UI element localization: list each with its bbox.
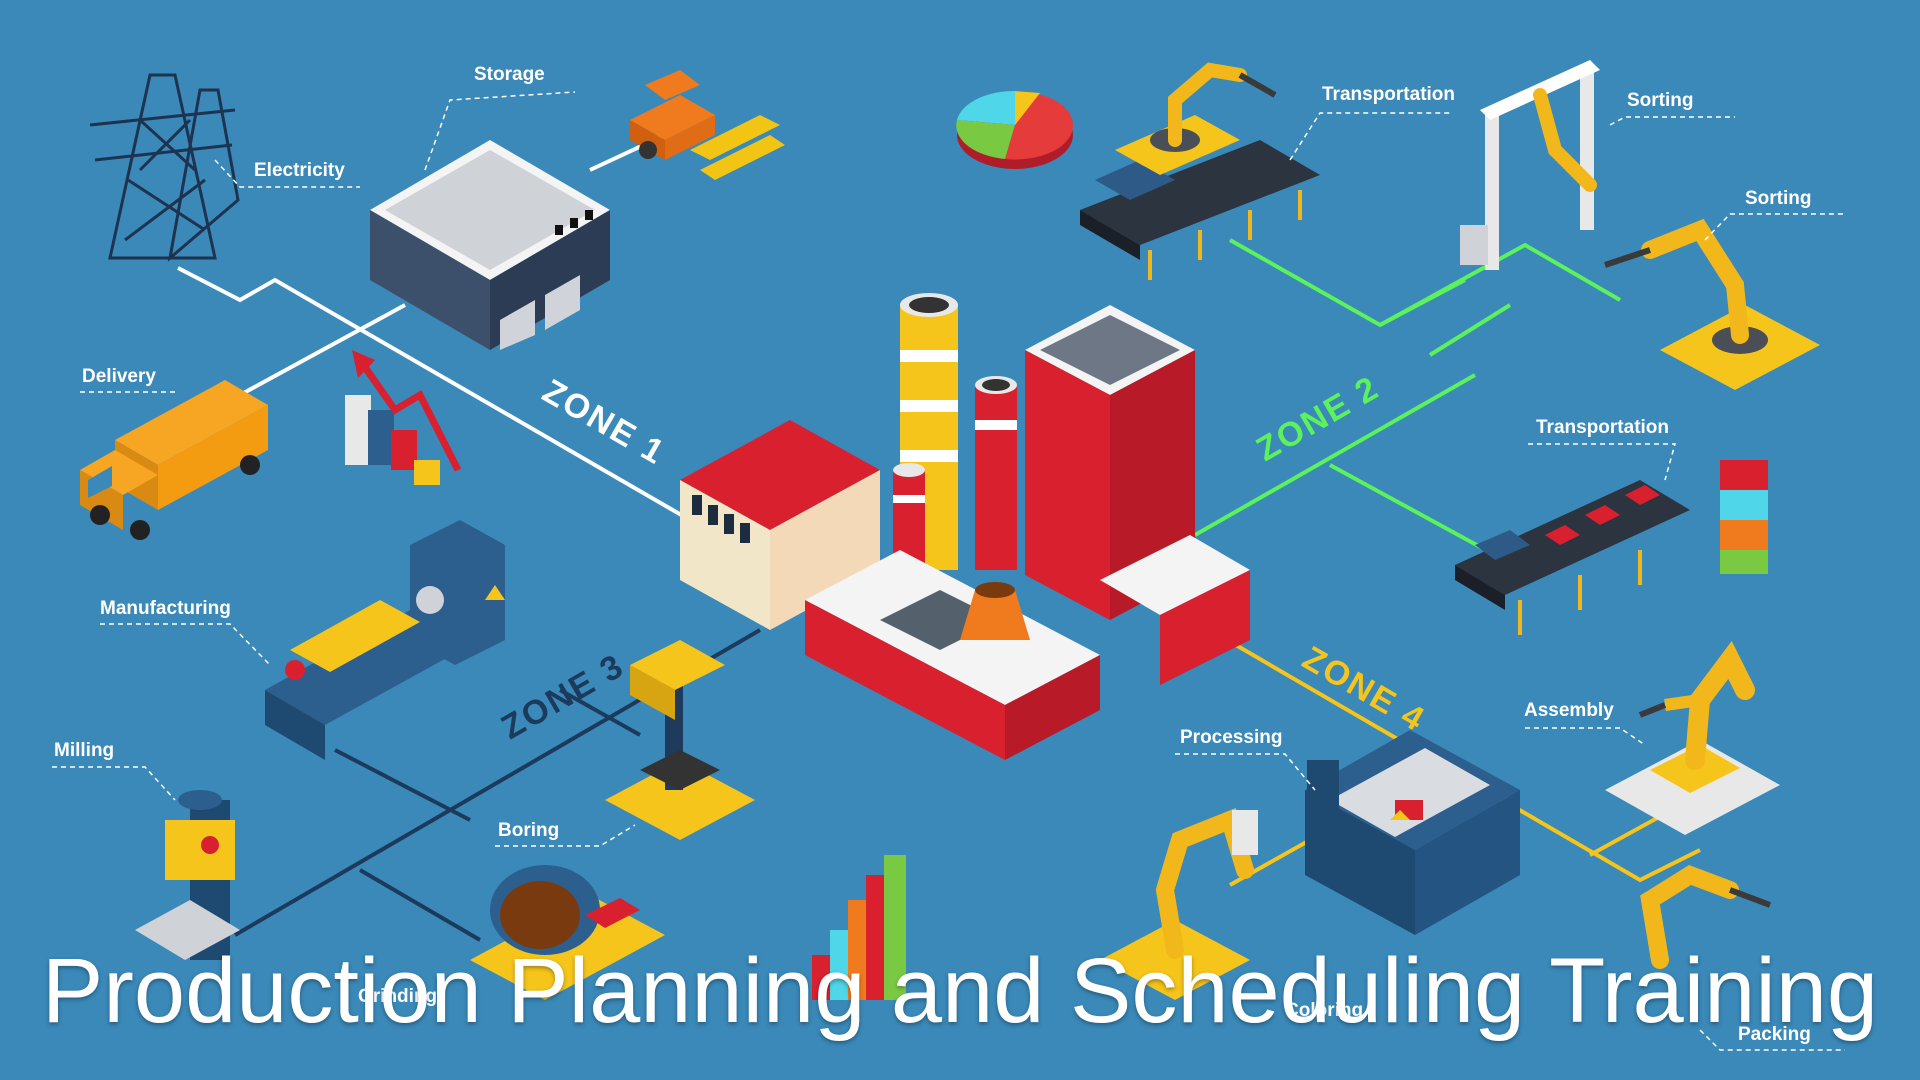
zone-2-label: ZONE 2 bbox=[1250, 369, 1386, 469]
svg-text:Boring: Boring bbox=[498, 820, 559, 841]
label-grinding: Grinding bbox=[358, 986, 437, 1007]
label-sorting-1: Sorting bbox=[1609, 90, 1735, 126]
bar-chart-growth-icon bbox=[812, 855, 906, 1000]
svg-text:Electricity: Electricity bbox=[254, 160, 345, 181]
conveyor-robot-transportation-icon bbox=[1080, 62, 1320, 280]
svg-text:Processing: Processing bbox=[1180, 727, 1282, 748]
svg-text:ZONE 4: ZONE 4 bbox=[1296, 639, 1432, 739]
sorting-arm-robot-icon bbox=[1604, 218, 1820, 390]
label-delivery: Delivery bbox=[80, 366, 175, 393]
svg-text:Assembly: Assembly bbox=[1524, 700, 1614, 721]
boring-drill-press-icon bbox=[605, 640, 755, 840]
grinding-machine-icon bbox=[470, 865, 665, 1000]
coloring-robot-icon bbox=[1100, 807, 1258, 1000]
svg-text:ZONE 3: ZONE 3 bbox=[495, 647, 631, 747]
svg-text:ZONE 2: ZONE 2 bbox=[1250, 369, 1386, 469]
label-sorting-2: Sorting bbox=[1704, 188, 1845, 241]
svg-text:Manufacturing: Manufacturing bbox=[100, 598, 231, 619]
sorting-gantry-robot-icon bbox=[1460, 60, 1600, 270]
svg-text:Storage: Storage bbox=[474, 64, 545, 85]
delivery-truck-icon bbox=[80, 380, 268, 540]
svg-text:Transportation: Transportation bbox=[1322, 84, 1455, 105]
label-assembly: Assembly bbox=[1524, 700, 1646, 746]
label-packing: Packing bbox=[1699, 1024, 1845, 1051]
label-boring: Boring bbox=[495, 820, 636, 847]
processing-machine-icon bbox=[1305, 730, 1520, 935]
svg-text:Milling: Milling bbox=[54, 740, 114, 761]
storage-warehouse-icon bbox=[370, 140, 610, 350]
svg-text:Packing: Packing bbox=[1738, 1024, 1811, 1045]
packing-robot-icon bbox=[1640, 865, 1772, 969]
forklift-icon bbox=[630, 70, 785, 180]
label-processing: Processing bbox=[1175, 727, 1316, 791]
zone2-connectors bbox=[1194, 238, 1622, 557]
manufacturing-lathe-icon bbox=[265, 520, 505, 760]
svg-text:Coloring: Coloring bbox=[1285, 1000, 1363, 1021]
svg-text:Transportation: Transportation bbox=[1536, 417, 1669, 438]
zone-4-label: ZONE 4 bbox=[1296, 639, 1432, 739]
zone-3-label: ZONE 3 bbox=[495, 647, 631, 747]
milling-machine-icon bbox=[135, 790, 240, 960]
label-milling: Milling bbox=[52, 740, 176, 801]
svg-text:Grinding: Grinding bbox=[358, 986, 437, 1007]
zone-1-label: ZONE 1 bbox=[536, 372, 672, 472]
bar-chart-trend-icon bbox=[345, 350, 462, 485]
svg-text:Sorting: Sorting bbox=[1627, 90, 1694, 111]
label-transportation-top: Transportation bbox=[1289, 84, 1455, 161]
label-coloring: Coloring bbox=[1285, 1000, 1363, 1021]
svg-text:Delivery: Delivery bbox=[82, 366, 156, 387]
central-factory-icon bbox=[680, 293, 1250, 760]
electricity-tower-icon bbox=[89, 73, 240, 262]
label-transportation-right: Transportation bbox=[1528, 417, 1676, 481]
svg-text:Sorting: Sorting bbox=[1745, 188, 1812, 209]
label-manufacturing: Manufacturing bbox=[100, 598, 271, 666]
stacked-blocks-icon bbox=[1720, 460, 1768, 574]
label-electricity: Electricity bbox=[214, 159, 360, 188]
assembly-robot-icon bbox=[1605, 641, 1780, 835]
svg-text:ZONE 1: ZONE 1 bbox=[536, 372, 672, 472]
pie-chart-icon bbox=[956, 90, 1074, 169]
label-storage: Storage bbox=[424, 64, 576, 171]
page-title: Production Planning and Scheduling Train… bbox=[41, 940, 1879, 1042]
conveyor-transportation-icon bbox=[1455, 480, 1690, 635]
